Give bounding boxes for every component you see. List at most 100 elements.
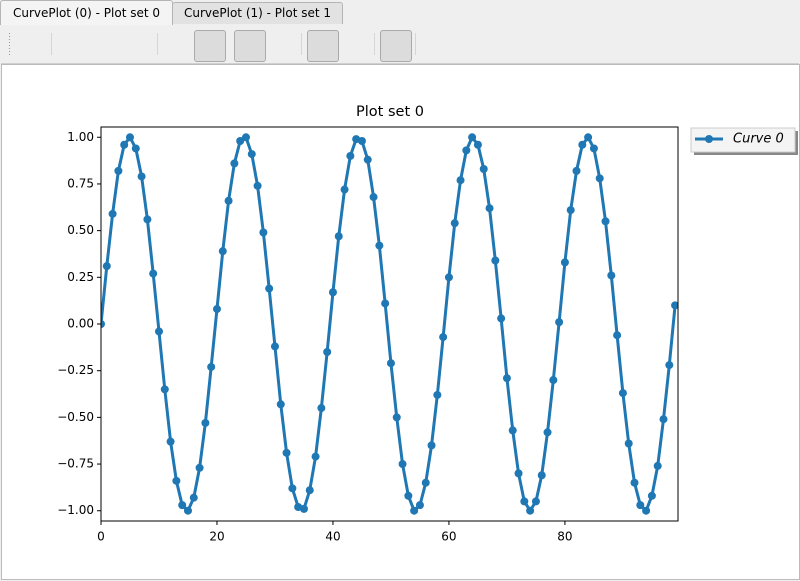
y-tick-label: 0.00 xyxy=(67,317,94,331)
x-tick-label: 0 xyxy=(97,530,105,544)
y-tick-label: −0.75 xyxy=(57,457,94,471)
marker xyxy=(520,497,529,506)
marker xyxy=(665,361,674,370)
marker xyxy=(323,348,332,357)
legend-marker xyxy=(705,135,713,143)
series xyxy=(101,133,678,515)
marker xyxy=(410,506,419,515)
marker xyxy=(375,241,384,250)
marker xyxy=(450,219,459,228)
marker xyxy=(114,166,123,175)
marker xyxy=(653,461,662,470)
axes-frame xyxy=(100,126,679,522)
marker xyxy=(502,374,511,383)
marker xyxy=(149,269,158,278)
marker xyxy=(183,506,192,515)
tool-button[interactable] xyxy=(307,30,339,62)
marker xyxy=(160,385,169,394)
marker xyxy=(241,133,250,142)
marker xyxy=(230,159,239,168)
marker xyxy=(288,484,297,493)
marker xyxy=(125,133,134,142)
marker xyxy=(462,146,471,155)
marker xyxy=(624,439,633,448)
y-tick-label: 0.25 xyxy=(67,270,94,284)
marker xyxy=(439,333,448,342)
marker xyxy=(201,418,210,427)
marker xyxy=(398,460,407,469)
y-tick-label: −0.25 xyxy=(57,363,94,377)
marker xyxy=(282,448,291,457)
marker xyxy=(514,469,523,478)
marker xyxy=(166,437,175,446)
tab[interactable]: CurvePlot (0) - Plot set 0 xyxy=(0,0,173,25)
tab[interactable]: CurvePlot (1) - Plot set 1 xyxy=(172,2,343,24)
marker xyxy=(607,271,616,280)
chart-title: Plot set 0 xyxy=(356,104,424,120)
marker xyxy=(531,497,540,506)
marker xyxy=(659,415,668,424)
marker xyxy=(102,262,111,271)
marker xyxy=(404,491,413,500)
separator xyxy=(374,33,375,55)
x-tick-label: 20 xyxy=(209,530,224,544)
marker xyxy=(601,217,610,226)
marker xyxy=(543,428,552,437)
marker xyxy=(456,176,465,185)
marker xyxy=(555,318,564,327)
marker xyxy=(618,389,627,398)
tool-button[interactable] xyxy=(380,30,412,62)
x-tick-label: 80 xyxy=(557,530,572,544)
marker xyxy=(334,232,343,241)
marker xyxy=(363,155,372,164)
tool-button[interactable] xyxy=(234,30,266,62)
separator xyxy=(157,33,158,55)
marker xyxy=(143,215,152,224)
marker xyxy=(473,140,482,149)
marker xyxy=(444,273,453,282)
marker xyxy=(265,284,274,293)
marker xyxy=(537,471,546,480)
marker xyxy=(154,327,163,336)
separator xyxy=(415,33,416,55)
marker xyxy=(299,504,308,513)
marker xyxy=(369,193,378,202)
marker xyxy=(236,137,245,146)
marker xyxy=(485,204,494,213)
marker xyxy=(468,133,477,142)
marker xyxy=(276,400,285,409)
marker xyxy=(253,181,262,190)
marker xyxy=(595,174,604,183)
marker xyxy=(131,144,140,153)
marker xyxy=(189,493,198,502)
marker xyxy=(589,144,598,153)
marker xyxy=(317,404,326,413)
marker xyxy=(508,426,517,435)
marker xyxy=(172,476,181,485)
marker xyxy=(526,506,535,515)
marker xyxy=(340,185,349,194)
marker xyxy=(671,301,678,310)
toolbar-handle xyxy=(9,33,10,55)
marker xyxy=(630,478,639,487)
marker xyxy=(560,258,569,267)
marker xyxy=(259,228,268,237)
legend-label: Curve 0 xyxy=(733,132,784,147)
marker xyxy=(578,140,587,149)
marker xyxy=(120,140,129,149)
marker xyxy=(479,165,488,174)
line xyxy=(101,135,677,513)
y-tick-label: −0.50 xyxy=(57,410,94,424)
marker xyxy=(566,206,575,215)
marker xyxy=(218,247,227,256)
marker xyxy=(415,501,424,510)
marker xyxy=(572,166,581,175)
marker xyxy=(491,256,500,265)
marker xyxy=(647,491,656,500)
tool-button[interactable] xyxy=(194,30,226,62)
marker xyxy=(392,413,401,422)
marker xyxy=(178,501,187,510)
marker xyxy=(386,359,395,368)
